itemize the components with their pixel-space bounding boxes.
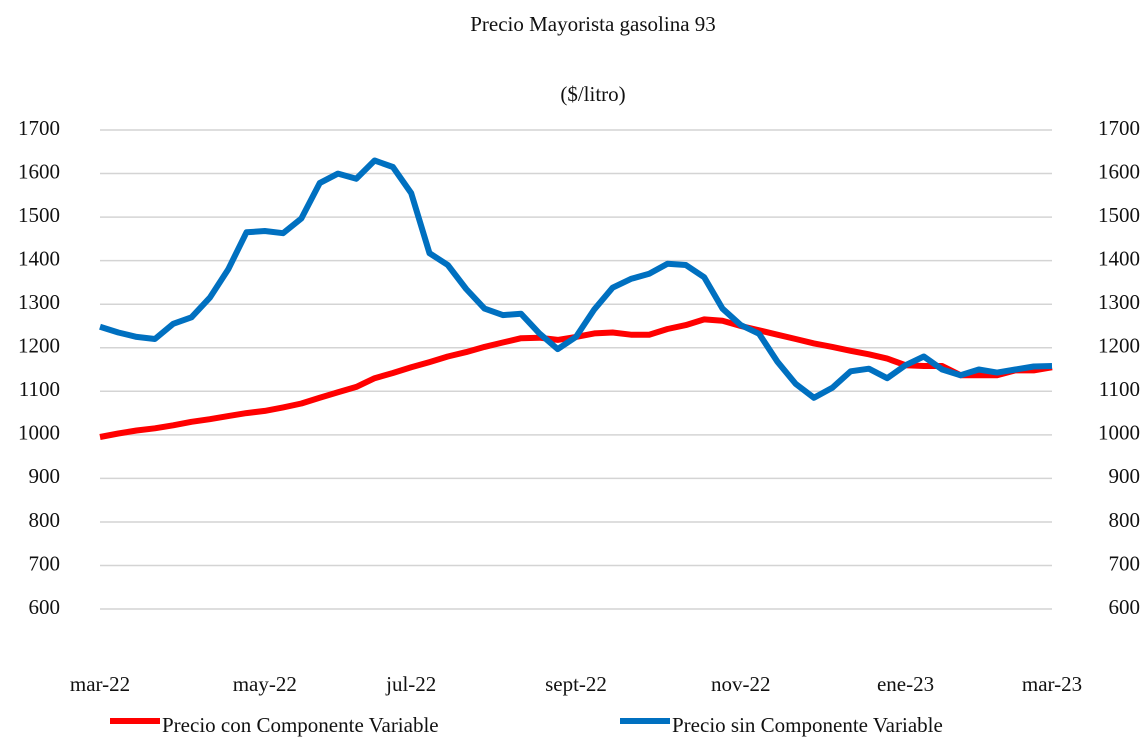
y-tick-label: 1200 [18, 334, 60, 358]
y-tick-label: 900 [29, 464, 61, 488]
chart-title: Precio Mayorista gasolina 93 [470, 12, 716, 36]
y2-tick-label: 800 [1109, 508, 1141, 532]
y-tick-label: 1600 [18, 159, 60, 183]
y2-tick-label: 1100 [1099, 377, 1140, 401]
y-tick-label: 600 [29, 595, 61, 619]
y2-tick-label: 1500 [1098, 203, 1140, 227]
y2-tick-label: 1200 [1098, 334, 1140, 358]
y2-tick-label: 1300 [1098, 290, 1140, 314]
y2-tick-label: 1000 [1098, 421, 1140, 445]
y-tick-label: 1700 [18, 116, 60, 140]
series-line [99, 157, 1053, 401]
y-tick-label: 1300 [18, 290, 60, 314]
y-tick-label: 1500 [18, 203, 60, 227]
x-tick-label: mar-22 [70, 672, 130, 696]
x-tick-label: may-22 [233, 672, 297, 696]
y2-tick-label: 1600 [1098, 159, 1140, 183]
y2-tick-label: 700 [1109, 551, 1141, 575]
y-tick-label: 700 [29, 551, 61, 575]
chart-subtitle: ($/litro) [560, 82, 625, 106]
x-tick-label: jul-22 [385, 672, 436, 696]
x-tick-label: nov-22 [711, 672, 771, 696]
y-tick-label: 800 [29, 508, 61, 532]
x-tick-label: ene-23 [877, 672, 934, 696]
y2-tick-label: 600 [1109, 595, 1141, 619]
y2-tick-label: 900 [1109, 464, 1141, 488]
y-tick-label: 1000 [18, 421, 60, 445]
x-tick-label: mar-23 [1022, 672, 1082, 696]
y2-tick-label: 1400 [1098, 246, 1140, 270]
legend-label: Precio con Componente Variable [162, 713, 439, 737]
x-tick-label: sept-22 [545, 672, 607, 696]
y-tick-label: 1100 [19, 377, 60, 401]
y-tick-label: 1400 [18, 246, 60, 270]
y2-tick-label: 1700 [1098, 116, 1140, 140]
legend-label: Precio sin Componente Variable [672, 713, 943, 737]
